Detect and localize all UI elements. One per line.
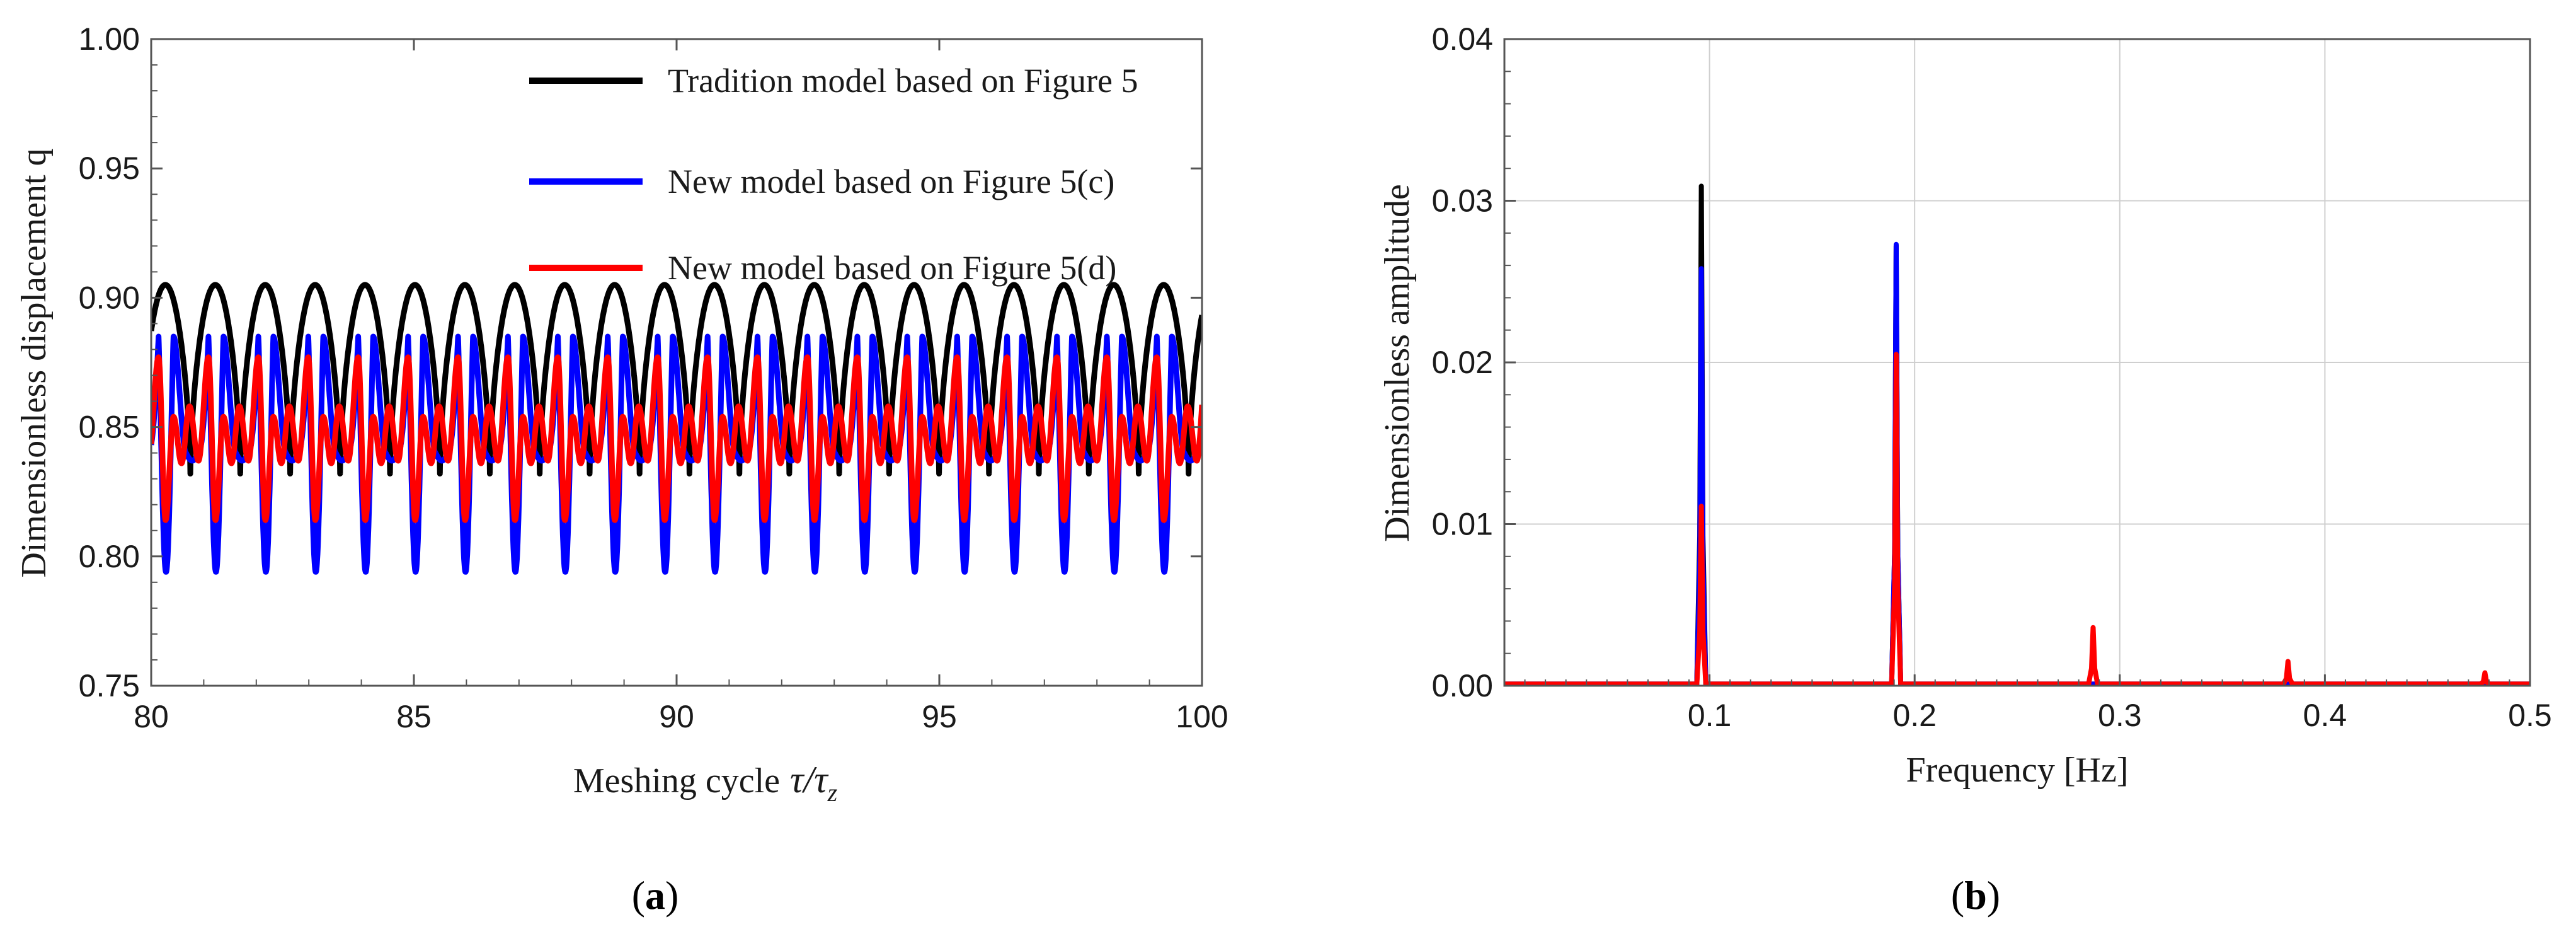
panel-a-y-axis-label: Dimensionless displacement q: [14, 148, 54, 577]
panel-b-y-tick-label: 0.00: [1432, 668, 1493, 703]
panel-b-x-tick-label: 0.5: [2508, 698, 2552, 733]
panel-b-x-tick-label: 0.1: [1688, 698, 1732, 733]
panel-a-series-tradition: [151, 282, 1202, 476]
panel-a-chart: 80 85 90 95 100 0.75 0.80 0.85 0.90 0.95 1.00 Trad…: [14, 21, 1228, 918]
panel-a-legend-label: Tradition model based on Figure 5: [668, 62, 1138, 100]
panel-b-ticks: 0.1 0.2 0.3 0.4 0.5 0.00 0.01 0.02 0.03 0.04: [1432, 21, 2552, 733]
panel-a-series-new-c: [151, 333, 1202, 575]
panel-a-y-tick-label: 0.95: [79, 151, 140, 186]
panel-b-series: [1504, 183, 2530, 686]
panel-b-series-new-d: [1504, 352, 2530, 686]
panel-b-x-tick-label: 0.4: [2303, 698, 2347, 733]
panel-a-x-tick-label: 90: [659, 699, 694, 734]
panel-a-series-new-d: [151, 354, 1202, 523]
panel-a-y-tick-label: 0.85: [79, 410, 140, 445]
panel-a-caption: (a): [632, 873, 679, 918]
panel-b-chart: 0.1 0.2 0.3 0.4 0.5 0.00 0.01 0.02 0.03 0.04 Dime…: [1378, 21, 2552, 918]
panel-a-y-tick-label: 0.90: [79, 280, 140, 315]
panel-a-legend-label: New model based on Figure 5(c): [668, 163, 1114, 200]
panel-b-x-tick-label: 0.2: [1892, 698, 1937, 733]
panel-a-y-tick-label: 0.75: [79, 668, 140, 703]
panel-b-y-tick-label: 0.01: [1432, 507, 1493, 542]
panel-b-y-axis-label: Dimensionless amplitude: [1378, 184, 1417, 542]
panel-a-series: [151, 282, 1202, 575]
panel-b-x-axis-label: Frequency [Hz]: [1906, 751, 2129, 790]
panel-a-x-axis-label: Meshing cycle: [573, 761, 780, 800]
panel-a-x-tick-label: 100: [1176, 699, 1228, 734]
panel-a-x-axis-math: τ/τz: [790, 759, 838, 807]
panel-b-y-tick-label: 0.03: [1432, 183, 1493, 219]
panel-a-y-tick-label: 0.80: [79, 539, 140, 574]
panel-a-y-tick-label: 1.00: [79, 21, 140, 57]
panel-a-x-tick-label: 85: [396, 699, 432, 734]
panel-b-y-tick-label: 0.02: [1432, 345, 1493, 380]
panel-b-y-tick-label: 0.04: [1432, 21, 1493, 57]
panel-b-caption: (b): [1951, 873, 2000, 918]
panel-a-ticks: 80 85 90 95 100 0.75 0.80 0.85 0.90 0.95 1.00: [79, 21, 1228, 734]
panel-a-x-tick-label: 95: [922, 699, 957, 734]
panel-a-legend-label: New model based on Figure 5(d): [668, 249, 1116, 287]
panel-a-legend: Tradition model based on Figure 5 New mod…: [529, 62, 1138, 287]
panel-b-x-tick-label: 0.3: [2098, 698, 2142, 733]
panel-a-x-tick-label: 80: [134, 699, 169, 734]
